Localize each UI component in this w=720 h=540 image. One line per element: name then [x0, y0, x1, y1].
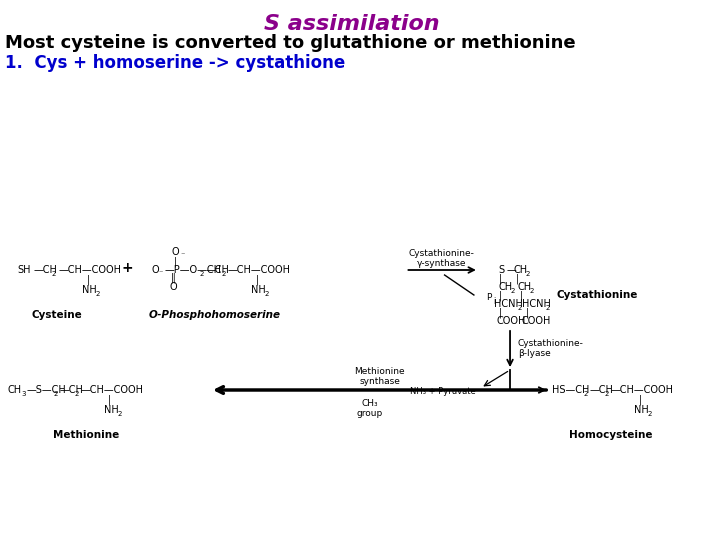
Text: COOH: COOH [522, 316, 551, 326]
Text: Cysteine: Cysteine [31, 310, 82, 320]
Text: P: P [487, 294, 492, 302]
Text: Methionine: Methionine [354, 368, 405, 376]
Text: —S—CH: —S—CH [27, 385, 66, 395]
Text: NH: NH [82, 285, 96, 295]
Text: 2: 2 [117, 411, 122, 417]
Text: 2: 2 [265, 291, 269, 297]
Text: β-lyase: β-lyase [518, 348, 551, 357]
Text: CH: CH [498, 282, 513, 292]
Text: O: O [169, 282, 176, 292]
Text: 2: 2 [510, 288, 514, 294]
Text: NH: NH [634, 405, 649, 415]
Text: 2: 2 [52, 271, 56, 277]
Text: 3: 3 [22, 391, 26, 397]
Text: 2: 2 [96, 291, 100, 297]
Text: 2: 2 [222, 271, 226, 277]
Text: —CH—COOH: —CH—COOH [80, 385, 143, 395]
Text: ⁻: ⁻ [158, 268, 163, 278]
Text: —CH: —CH [205, 265, 229, 275]
Text: Cystathionine-: Cystathionine- [409, 249, 474, 259]
Text: Homocysteine: Homocysteine [569, 430, 652, 440]
Text: |: | [499, 291, 502, 301]
Text: NH: NH [251, 285, 266, 295]
Text: NH: NH [104, 405, 118, 415]
Text: |: | [526, 308, 529, 318]
Text: |: | [499, 274, 502, 284]
Text: 2: 2 [54, 391, 58, 397]
Text: 2: 2 [74, 391, 78, 397]
Text: HS—CH: HS—CH [552, 385, 590, 395]
Text: 2: 2 [545, 305, 549, 311]
Text: CH: CH [518, 282, 532, 292]
Text: SH: SH [17, 265, 31, 275]
Text: |: | [108, 395, 111, 405]
Text: |: | [520, 291, 523, 301]
Text: |: | [174, 256, 176, 267]
Text: γ-synthase: γ-synthase [417, 259, 467, 267]
Text: S: S [498, 265, 505, 275]
Text: S assimilation: S assimilation [264, 14, 440, 34]
Text: 2: 2 [530, 288, 534, 294]
Text: |: | [256, 275, 258, 285]
Text: |: | [499, 308, 502, 318]
Text: synthase: synthase [359, 376, 400, 386]
Text: |: | [639, 395, 642, 405]
Text: O-Phosphohomoserine: O-Phosphohomoserine [149, 310, 281, 320]
Text: ‖: ‖ [171, 273, 176, 284]
Text: 2: 2 [199, 271, 204, 277]
Text: 2: 2 [648, 411, 652, 417]
Text: 2: 2 [583, 391, 588, 397]
Text: NH₃ + Pyruvate: NH₃ + Pyruvate [410, 388, 476, 396]
Text: |: | [516, 274, 519, 284]
Text: —: — [506, 265, 516, 275]
Text: —P—O—CH: —P—O—CH [164, 265, 221, 275]
Text: Cystathionine-: Cystathionine- [518, 340, 584, 348]
Text: Methionine: Methionine [53, 430, 119, 440]
Text: —CH: —CH [33, 265, 57, 275]
Text: +: + [121, 261, 132, 275]
Text: |: | [86, 275, 89, 285]
Text: i: i [493, 296, 495, 306]
Text: HCNH: HCNH [495, 299, 523, 309]
Text: Cystathionine: Cystathionine [557, 290, 639, 300]
Text: group: group [356, 408, 383, 417]
Text: 2: 2 [526, 271, 530, 277]
Text: Most cysteine is converted to glutathione or methionine: Most cysteine is converted to glutathion… [5, 34, 575, 52]
Text: O: O [151, 265, 159, 275]
Text: —CH—COOH: —CH—COOH [611, 385, 674, 395]
Text: 1.  Cys + homoserine -> cystathione: 1. Cys + homoserine -> cystathione [5, 54, 345, 72]
Text: CH: CH [8, 385, 22, 395]
Text: COOH: COOH [496, 316, 526, 326]
Text: O: O [171, 247, 179, 257]
Text: ⁻: ⁻ [181, 251, 185, 260]
Text: —CH—COOH: —CH—COOH [228, 265, 291, 275]
Text: CH₃: CH₃ [361, 400, 378, 408]
Text: 2: 2 [605, 391, 609, 397]
Text: CH: CH [514, 265, 528, 275]
Text: —CH: —CH [589, 385, 613, 395]
Text: —CH—COOH: —CH—COOH [58, 265, 122, 275]
Text: 2: 2 [518, 305, 522, 311]
Text: —CH: —CH [60, 385, 84, 395]
Text: HCNH: HCNH [522, 299, 551, 309]
